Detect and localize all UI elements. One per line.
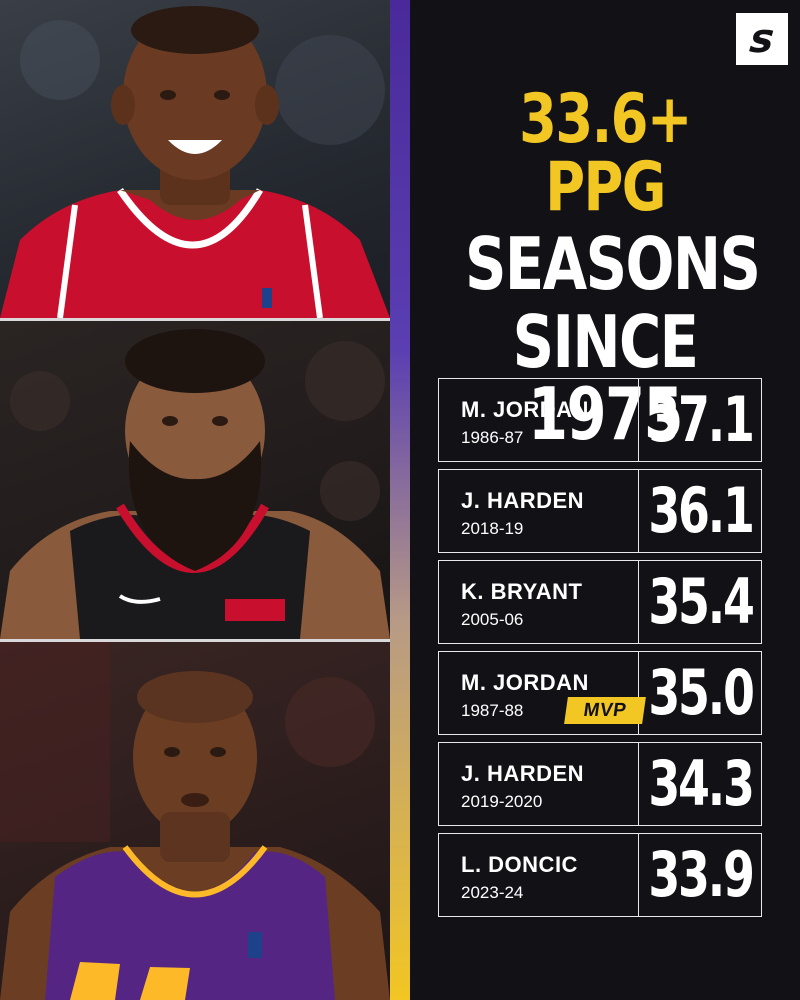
headline: 33.6+ PPG SEASONS SINCE 1975 — [430, 80, 780, 456]
player-cell: L. DONCIC 2023-24 — [438, 833, 639, 917]
headline-line-2: SEASONS — [465, 222, 761, 306]
mvp-badge: MVP — [564, 697, 646, 724]
ppg-value: 36.1 — [647, 474, 755, 547]
ppg-value: 34.3 — [647, 747, 755, 820]
player-name: M. JORDAN — [461, 397, 589, 422]
ppg-value: 35.0 — [647, 656, 755, 729]
table-row: M. JORDAN 1987-88 35.0 — [438, 651, 762, 735]
table-row: K. BRYANT 2005-06 35.4 — [438, 560, 762, 644]
ppg-cell: 34.3 — [639, 742, 762, 826]
photo-divider — [0, 318, 390, 321]
logo-letter: s — [747, 16, 777, 62]
player-cell: J. HARDEN 2019-2020 — [438, 742, 639, 826]
table-row: J. HARDEN 2019-2020 34.3 — [438, 742, 762, 826]
table-row: J. HARDEN 2018-19 36.1 — [438, 469, 762, 553]
player-photo-column — [0, 0, 390, 1000]
player-photo-jordan — [0, 0, 390, 318]
season-label: 1987-88 — [461, 701, 524, 720]
player-name: L. DONCIC — [461, 852, 578, 877]
season-label: 2018-19 — [461, 519, 524, 538]
ppg-value: 37.1 — [647, 383, 755, 456]
headline-line-3: SINCE 1975 — [512, 300, 699, 456]
player-photo-bryant — [0, 642, 390, 1000]
player-cell: M. JORDAN 1986-87 — [438, 378, 639, 462]
ppg-cell: 33.9 — [639, 833, 762, 917]
table-row: M. JORDAN 1986-87 37.1 — [438, 378, 762, 462]
season-label: 2005-06 — [461, 610, 524, 629]
player-photo-harden — [0, 321, 390, 639]
ppg-value: 33.9 — [647, 838, 755, 911]
player-cell: K. BRYANT 2005-06 — [438, 560, 639, 644]
headline-line-1: 33.6+ PPG — [519, 80, 692, 227]
season-label: 2019-2020 — [461, 792, 543, 811]
ppg-cell: 35.4 — [639, 560, 762, 644]
ppg-cell: 37.1 — [639, 378, 762, 462]
ppg-value: 35.4 — [647, 565, 755, 638]
gradient-stripe — [390, 0, 410, 1000]
season-label: 1986-87 — [461, 428, 524, 447]
player-name: M. JORDAN — [461, 670, 589, 695]
player-cell: M. JORDAN 1987-88 — [438, 651, 639, 735]
player-name: K. BRYANT — [461, 579, 583, 604]
ppg-cell: 36.1 — [639, 469, 762, 553]
sporting-news-s-icon: s — [736, 13, 788, 65]
photo-divider — [0, 639, 390, 642]
player-name: J. HARDEN — [461, 488, 585, 513]
ppg-cell: 35.0 — [639, 651, 762, 735]
table-row: L. DONCIC 2023-24 33.9 — [438, 833, 762, 917]
season-label: 2023-24 — [461, 883, 524, 902]
player-cell: J. HARDEN 2018-19 — [438, 469, 639, 553]
player-name: J. HARDEN — [461, 761, 585, 786]
